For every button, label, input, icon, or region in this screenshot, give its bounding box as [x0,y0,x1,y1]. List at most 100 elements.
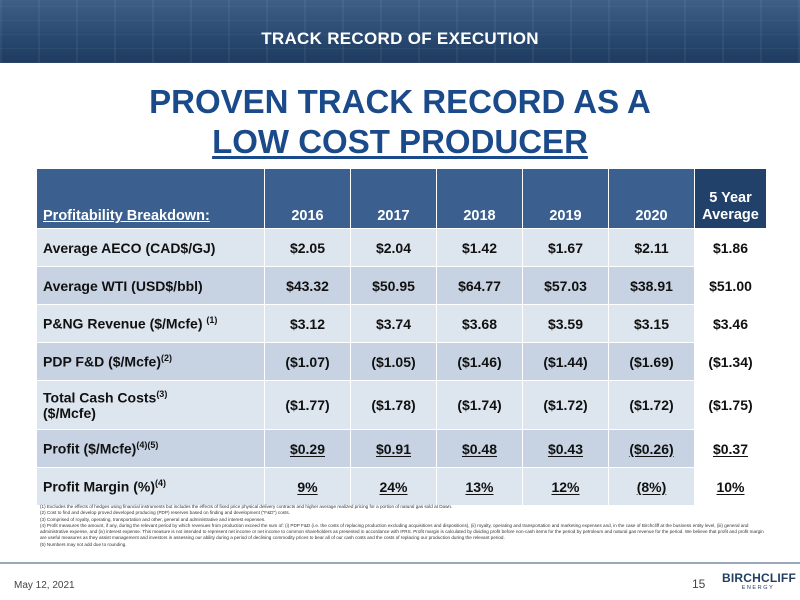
header-year-2019: 2019 [522,168,609,229]
table-row: Profit Margin (%)(4) 9% 24% 13% 12% (8%)… [36,467,767,506]
table-cell: $0.43 [522,429,609,468]
table-cell: $3.15 [608,304,695,343]
table-cell: $0.91 [350,429,437,468]
table-cell: ($1.69) [608,342,695,381]
footnote-marker: (3) [156,388,168,399]
table-cell: ($1.07) [264,342,351,381]
average-cell: $1.86 [694,228,767,267]
row-label-text: Total Cash Costs [43,389,157,406]
footnote-marker: (1) [206,315,218,326]
row-label: P&NG Revenue ($/Mcfe) (1) [36,304,265,343]
cell-value: 10% [716,478,745,495]
header-five-year-average: 5 Year Average [694,168,767,229]
header-year-2016: 2016 [264,168,351,229]
presentation-date: May 12, 2021 [14,580,75,591]
row-label: Average WTI (USD$/bbl) [36,266,265,305]
company-logo: BIRCHCLIFF ENERGY [722,571,796,592]
row-label-text: P&NG Revenue ($/Mcfe) [43,315,203,332]
section-title: TRACK RECORD OF EXECUTION [261,29,539,48]
table-cell: ($1.72) [522,380,609,430]
table-cell: $1.42 [436,228,523,267]
row-label-text: Average WTI (USD$/bbl) [43,277,203,294]
row-label: Average AECO (CAD$/GJ) [36,228,265,267]
table-cell: ($1.05) [350,342,437,381]
row-label-text: Profit Margin (%) [43,478,155,495]
cell-value: 12% [551,478,580,495]
row-label: Profit ($/Mcfe)(4)(5) [36,429,265,468]
footnote: (1) Excludes the effects of hedges using… [40,504,453,509]
row-label: Profit Margin (%)(4) [36,467,265,506]
footnote: (5) Numbers may not add due to rounding. [40,541,127,547]
table-cell: $38.91 [608,266,695,305]
row-label-unit: ($/Mcfe) [43,405,96,422]
table-row: P&NG Revenue ($/Mcfe) (1) $3.12 $3.74 $3… [36,304,767,343]
cell-value: $0.29 [289,440,326,457]
table-cell: ($1.46) [436,342,523,381]
table-cell: 24% [350,467,437,506]
header-year-2017: 2017 [350,168,437,229]
table-cell: 12% [522,467,609,506]
table-cell: $3.68 [436,304,523,343]
cell-value: 13% [465,478,494,495]
header-year-2018: 2018 [436,168,523,229]
table-cell: $3.74 [350,304,437,343]
table-row: Total Cash Costs(3) ($/Mcfe) ($1.77) ($1.… [36,380,767,430]
table-cell: $2.04 [350,228,437,267]
table-cell: $3.59 [522,304,609,343]
table-cell: ($1.78) [350,380,437,430]
table-cell: $0.29 [264,429,351,468]
footnote-marker: (4) [155,478,166,489]
slide-headline: PROVEN TRACK RECORD AS A LOW COST PRODUC… [0,82,800,162]
header-banner: TRACK RECORD OF EXECUTION [0,0,800,63]
table-cell: $3.12 [264,304,351,343]
table-row: PDP F&D ($/Mcfe)(2) ($1.07) ($1.05) ($1.… [36,342,767,381]
row-label-text: Average AECO (CAD$/GJ) [43,239,216,256]
row-label: PDP F&D ($/Mcfe)(2) [36,342,265,381]
table-header-row: Profitability Breakdown: 2016 2017 2018 … [36,168,767,229]
table-cell: $64.77 [436,266,523,305]
table-cell: $1.67 [522,228,609,267]
table-cell: ($1.74) [436,380,523,430]
footnote: (3) Comprised of royalty, operating, tra… [40,516,266,522]
headline-line-2: LOW COST PRODUCER [212,123,588,160]
cell-value: 24% [379,478,408,495]
logo-wordmark: BIRCHCLIFF [722,571,796,585]
table-cell: ($0.26) [608,429,695,468]
avg-header-line-2: Average [702,207,759,223]
profitability-breakdown-label: Profitability Breakdown: [43,208,210,224]
cell-value: ($0.26) [629,440,674,457]
row-label-text: Profit ($/Mcfe) [43,440,137,457]
cell-value: $0.43 [547,440,584,457]
table-row: Average AECO (CAD$/GJ) $2.05 $2.04 $1.42… [36,228,767,267]
footnote-marker: (4)(5) [136,440,159,451]
footnote-marker: (2) [160,353,172,364]
table-cell: ($1.72) [608,380,695,430]
page-number: 15 [692,577,706,591]
cell-value: $0.48 [461,440,498,457]
cell-value: $0.37 [712,440,749,457]
average-cell: $51.00 [694,266,767,305]
table-cell: $0.48 [436,429,523,468]
headline-line-1: PROVEN TRACK RECORD AS A [149,83,651,120]
footnotes: (1) Excludes the effects of hedges using… [40,504,770,548]
table-cell: 9% [264,467,351,506]
table-cell: ($1.44) [522,342,609,381]
logo-subtitle: ENERGY [741,585,775,591]
table-row: Profit ($/Mcfe)(4)(5) $0.29 $0.91 $0.48 … [36,429,767,468]
table-cell: $57.03 [522,266,609,305]
average-cell: 10% [694,467,767,506]
cell-value: 9% [297,478,318,495]
table-cell: 13% [436,467,523,506]
header-label-cell: Profitability Breakdown: [36,168,265,229]
table-cell: $43.32 [264,266,351,305]
table-row: Average WTI (USD$/bbl) $43.32 $50.95 $64… [36,266,767,305]
table-cell: ($1.77) [264,380,351,430]
table-cell: (8%) [608,467,695,506]
footnote: (2) Cost to find and develop proved deve… [40,510,290,516]
header-year-2020: 2020 [608,168,695,229]
avg-header-line-1: 5 Year [709,190,752,206]
profitability-table: Profitability Breakdown: 2016 2017 2018 … [36,168,767,506]
table-cell: $50.95 [350,266,437,305]
row-label-text: PDP F&D ($/Mcfe) [43,353,161,370]
table-cell: $2.05 [264,228,351,267]
